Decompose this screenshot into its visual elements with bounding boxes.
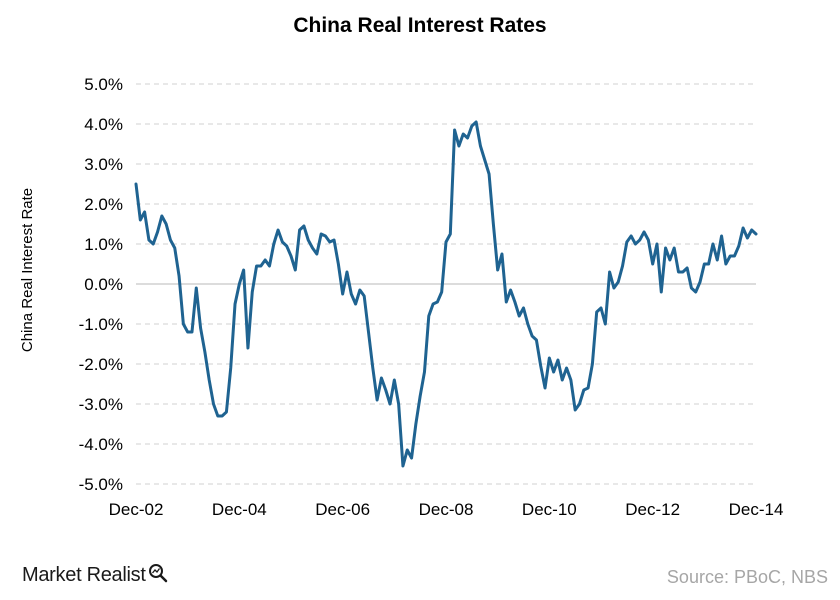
y-tick-label: 1.0%	[84, 235, 123, 254]
chart-title: China Real Interest Rates	[293, 14, 546, 37]
x-tick-label: Dec-06	[315, 500, 370, 519]
x-tick-label: Dec-10	[522, 500, 577, 519]
x-tick-label: Dec-02	[109, 500, 164, 519]
source-note: Source: PBoC, NBS	[666, 567, 828, 587]
y-tick-label: 4.0%	[84, 115, 123, 134]
logo-text: Market Realist	[22, 564, 146, 586]
series-layer	[134, 120, 758, 468]
magnifier-chart-icon	[148, 563, 168, 589]
y-tick-label: 3.0%	[84, 155, 123, 174]
y-axis-ticks: 5.0% 4.0% 3.0% 2.0% 1.0% 0.0% -1.0% -2.0% -3.0% -…	[79, 75, 123, 494]
x-tick-label: Dec-14	[729, 500, 784, 519]
x-tick-label: Dec-08	[419, 500, 474, 519]
x-tick-label: Dec-12	[625, 500, 680, 519]
y-tick-label: -1.0%	[79, 315, 123, 334]
series-line	[134, 120, 758, 468]
y-tick-label: -2.0%	[79, 355, 123, 374]
y-tick-label: -3.0%	[79, 395, 123, 414]
y-tick-label: -5.0%	[79, 475, 123, 494]
y-axis-label: China Real Interest Rate	[19, 188, 36, 352]
x-tick-label: Dec-04	[212, 500, 267, 519]
y-tick-label: -4.0%	[79, 435, 123, 454]
market-realist-logo: Market Realist	[22, 563, 168, 589]
y-tick-label: 0.0%	[84, 275, 123, 294]
y-tick-label: 2.0%	[84, 195, 123, 214]
x-axis-ticks: Dec-02 Dec-04 Dec-06 Dec-08 Dec-10 Dec-12 Dec-…	[109, 500, 784, 519]
y-tick-label: 5.0%	[84, 75, 123, 94]
